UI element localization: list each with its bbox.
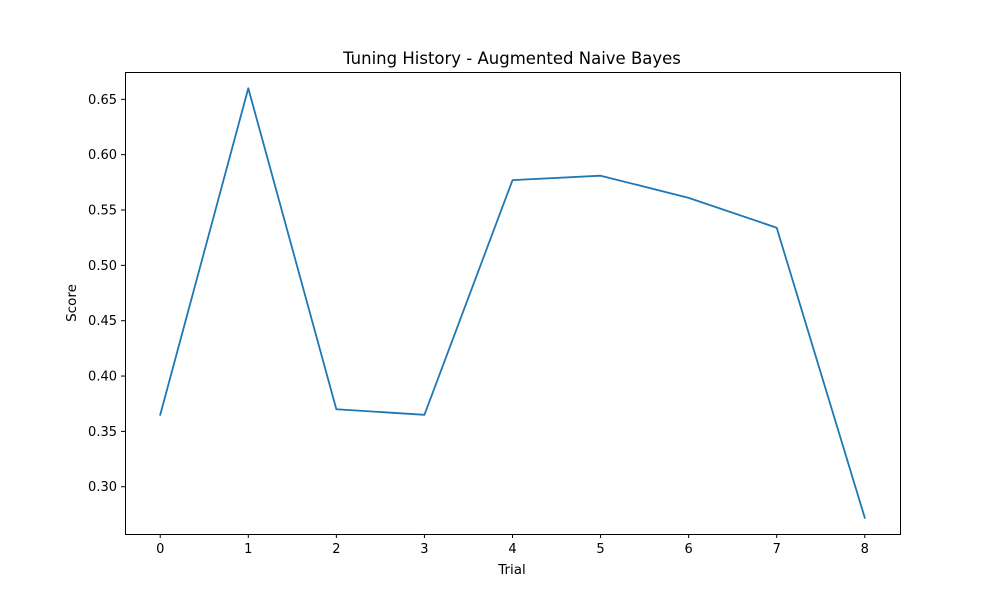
y-axis: 0.30 0.35 0.40 0.45 0.50 0.55 0.60 0.65 (88, 93, 125, 495)
y-tick-label: 0.30 (88, 480, 117, 495)
chart-title: Tuning History - Augmented Naive Bayes (342, 49, 681, 68)
x-tick-label: 1 (244, 542, 252, 557)
x-tick-label: 3 (420, 542, 428, 557)
y-tick-label: 0.50 (88, 259, 117, 274)
series-line (159, 87, 866, 519)
y-axis-label: Score (64, 284, 80, 322)
x-tick-label: 0 (156, 542, 164, 557)
x-tick-label: 2 (332, 542, 340, 557)
y-tick-label: 0.60 (88, 148, 117, 163)
y-tick-label: 0.55 (88, 204, 117, 219)
y-tick-label: 0.40 (88, 370, 117, 385)
x-tick-label: 8 (861, 542, 869, 557)
y-tick-label: 0.35 (88, 425, 117, 440)
y-tick-label: 0.45 (88, 314, 117, 329)
x-tick-label: 6 (684, 542, 692, 557)
y-tick-label: 0.65 (88, 93, 117, 108)
x-tick-label: 7 (773, 542, 781, 557)
x-tick-label: 5 (596, 542, 604, 557)
x-tick-label: 4 (508, 542, 516, 557)
x-axis-label: Trial (497, 562, 526, 578)
plot-frame (125, 72, 901, 535)
